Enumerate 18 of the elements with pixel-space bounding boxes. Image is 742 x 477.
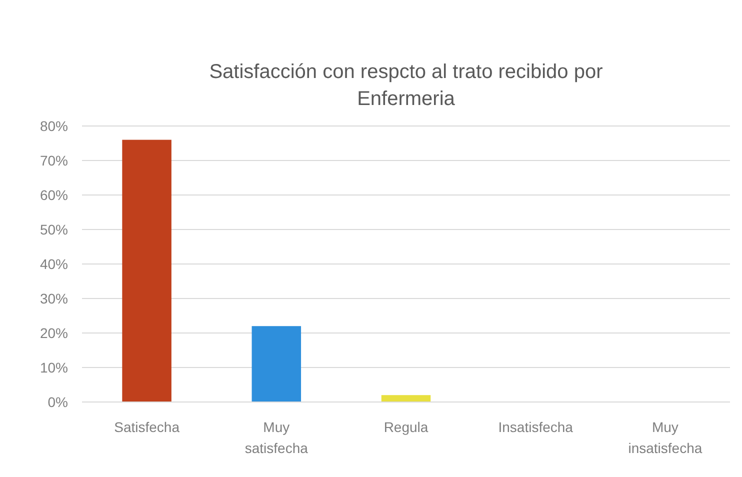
chart-title: Satisfacción con respcto al trato recibido por Enfermeria [209,61,604,110]
y-tick-label: 10% [40,359,68,376]
y-tick-label: 60% [40,186,68,203]
x-tick-label: Insatisfecha [498,419,574,435]
y-tick-label: 20% [40,324,68,341]
y-tick-label: 80% [40,118,68,134]
y-tick-label: 70% [40,152,68,168]
y-tick-label: 0% [48,394,68,410]
y-tick-label: 50% [40,221,68,238]
x-tick-label: Satisfecha [114,419,180,435]
x-tick-label: Muy satisfecha [244,419,308,456]
bar [252,326,302,402]
y-tick-label: 40% [40,256,68,272]
bar [122,140,172,402]
bar [381,395,431,402]
x-tick-label: Muy insatisfecha [628,419,702,456]
y-tick-label: 30% [40,290,68,306]
x-tick-label: Regula [384,419,428,435]
